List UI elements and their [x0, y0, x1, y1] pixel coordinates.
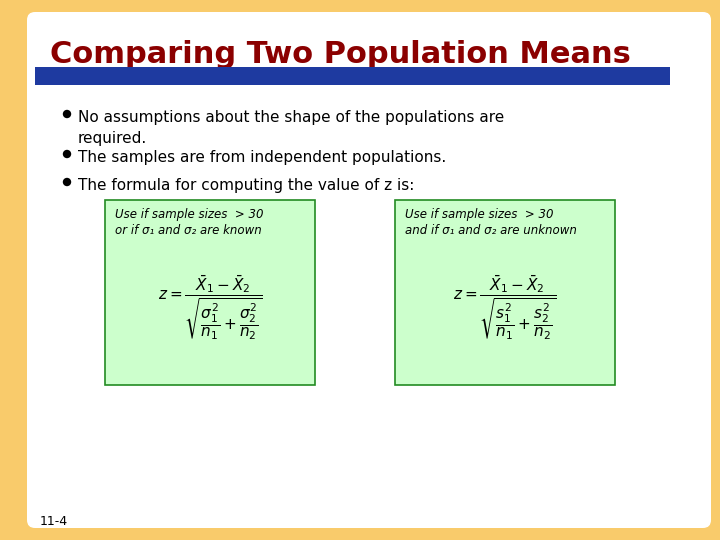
Text: No assumptions about the shape of the populations are
required.: No assumptions about the shape of the po… [78, 110, 504, 146]
Text: Use if sample sizes  > 30: Use if sample sizes > 30 [115, 208, 264, 221]
Text: and if σ₁ and σ₂ are unknown: and if σ₁ and σ₂ are unknown [405, 224, 577, 237]
Circle shape [63, 179, 71, 186]
Text: Use if sample sizes  > 30: Use if sample sizes > 30 [405, 208, 554, 221]
Text: or if σ₁ and σ₂ are known: or if σ₁ and σ₂ are known [115, 224, 262, 237]
Text: The formula for computing the value of z is:: The formula for computing the value of z… [78, 178, 415, 193]
Bar [395, 200, 615, 385]
Bar [105, 200, 315, 385]
Text: $z = \dfrac{\bar{X}_1 - \bar{X}_2}{\sqrt{\dfrac{\sigma_1^2}{n_1} + \dfrac{\sigma: $z = \dfrac{\bar{X}_1 - \bar{X}_2}{\sqrt… [158, 273, 262, 341]
Circle shape [63, 111, 71, 118]
Text: 11-4: 11-4 [40, 515, 68, 528]
Bar [35, 67, 670, 85]
Text: Comparing Two Population Means: Comparing Two Population Means [50, 40, 631, 69]
FancyBboxPatch shape [27, 12, 711, 528]
Text: The samples are from independent populations.: The samples are from independent populat… [78, 150, 446, 165]
Circle shape [63, 151, 71, 158]
Text: $z = \dfrac{\bar{X}_1 - \bar{X}_2}{\sqrt{\dfrac{s_1^2}{n_1} + \dfrac{s_2^2}{n_2}: $z = \dfrac{\bar{X}_1 - \bar{X}_2}{\sqrt… [454, 273, 557, 341]
